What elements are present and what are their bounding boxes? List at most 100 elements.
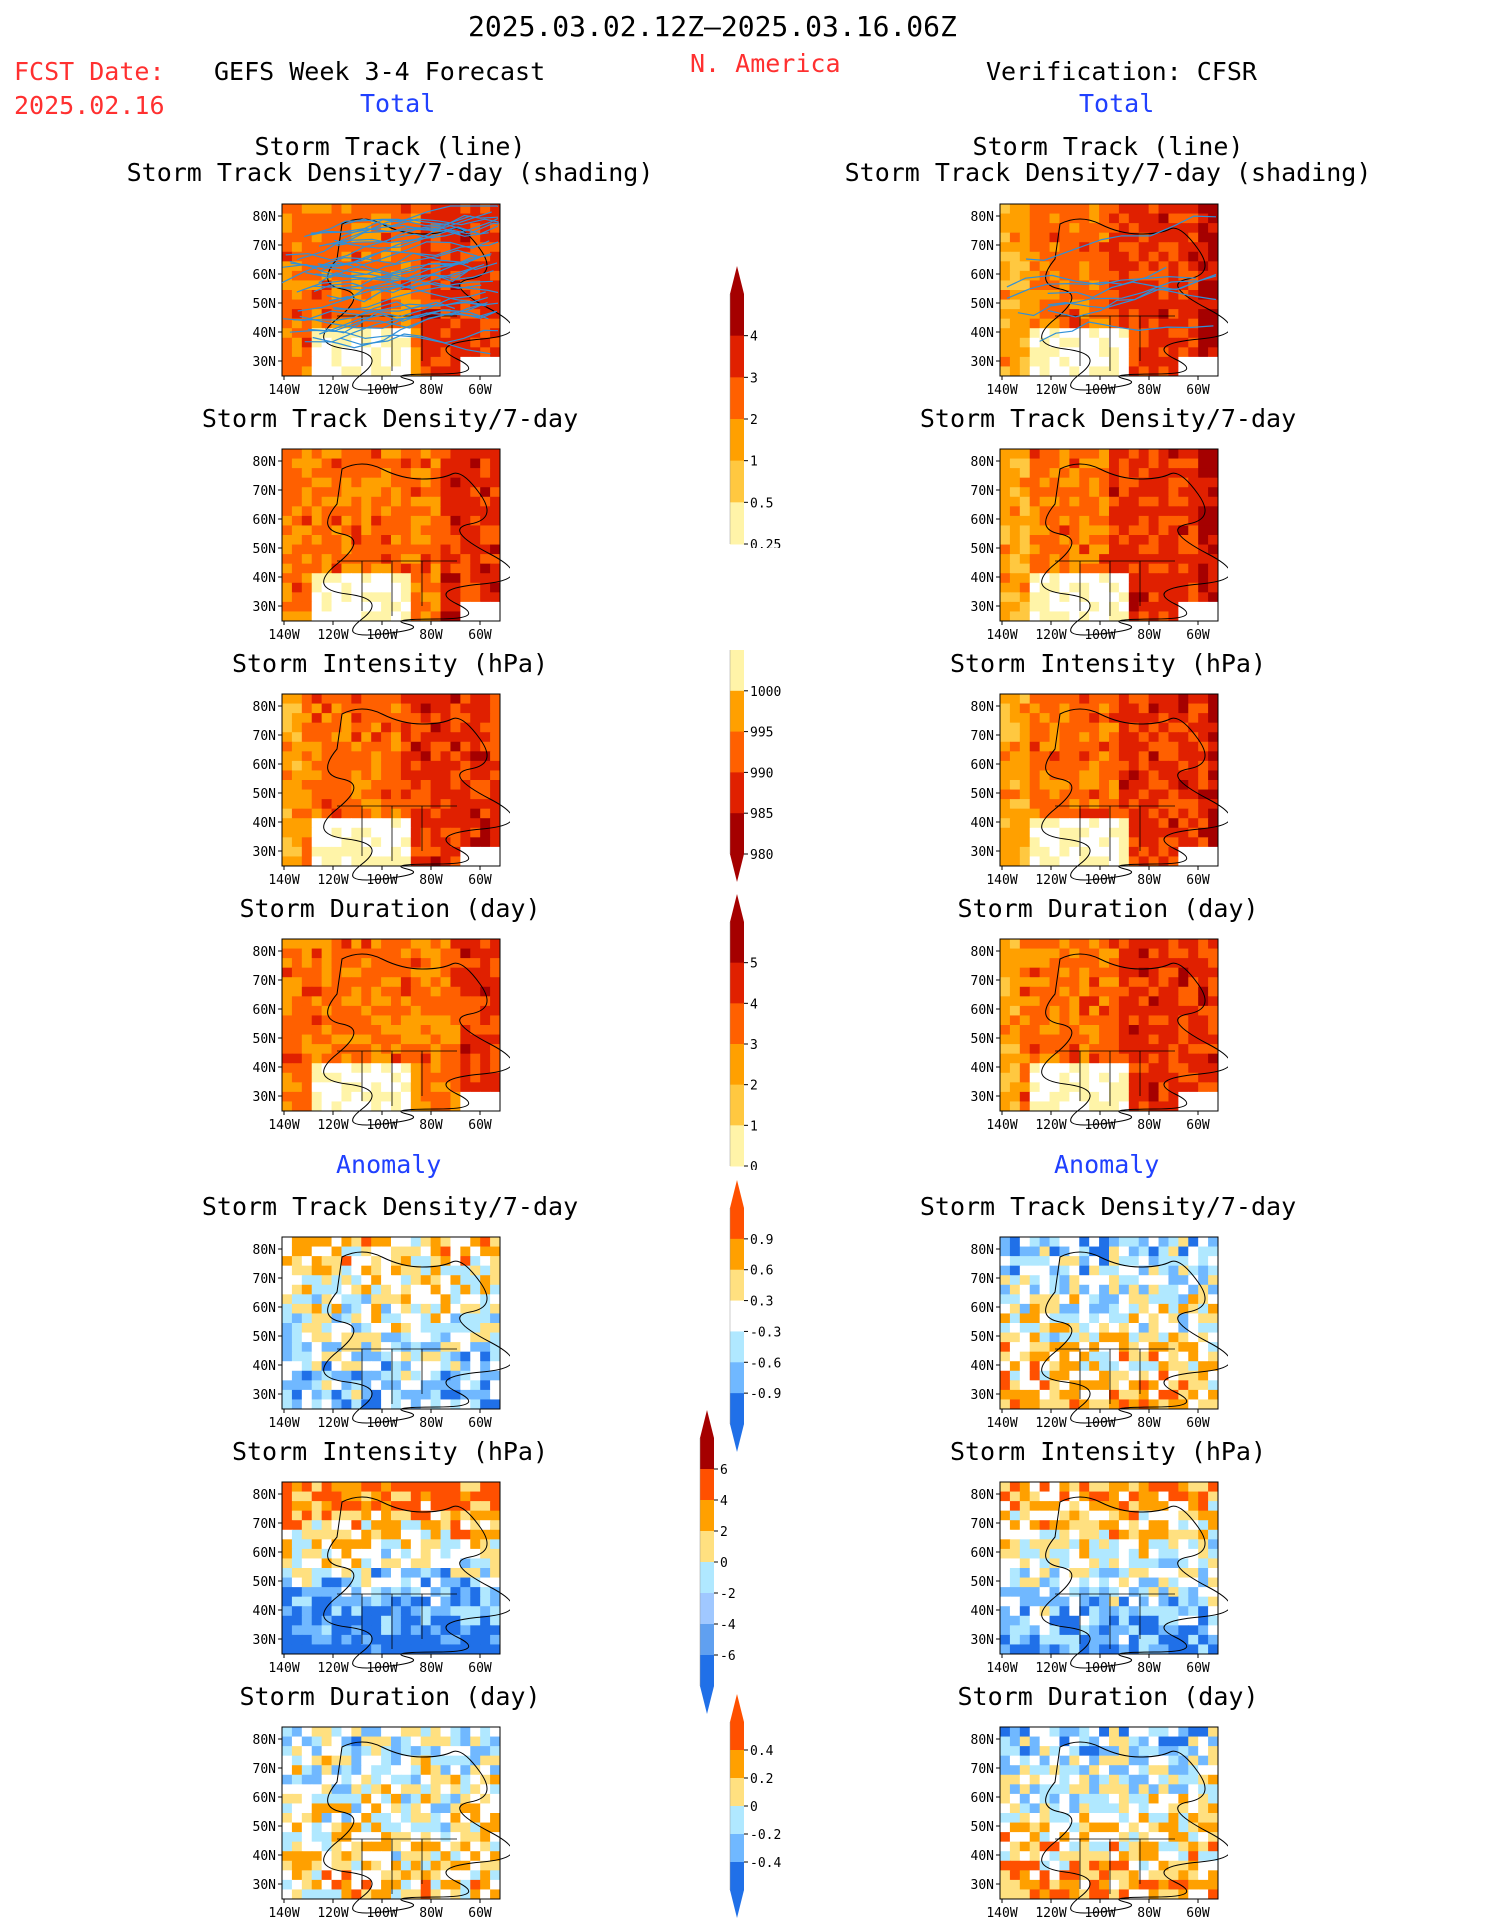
colorbar-segment (700, 1686, 714, 1714)
map-intensity-right: 80N 70N 60N 50N 40N 30N 140W 120W 100W 80W 60W (971, 693, 1228, 888)
lat-label: 80N (971, 210, 994, 225)
storm-track-line (304, 301, 488, 343)
lon-label: 120W (317, 628, 348, 643)
colorbar-segment (730, 1084, 744, 1126)
lon-label: 60W (468, 383, 492, 398)
lat-label: 70N (253, 729, 276, 744)
colorbar-segment (730, 1694, 744, 1722)
map-density-left: 80N 70N 60N 50N 40N 30N 140W 120W 100W 80W 60W (253, 448, 510, 643)
map-density-right: 80N 70N 60N 50N 40N 30N 140W 120W 100W 80W 60W (971, 448, 1228, 643)
storm-track-line (326, 226, 489, 245)
lon-label: 80W (419, 628, 443, 643)
lon-label: 60W (468, 628, 492, 643)
lat-label: 70N (971, 729, 994, 744)
lat-label: 50N (971, 297, 994, 312)
title-intensity-anom-left: Storm Intensity (hPa) (231, 1437, 549, 1466)
lat-label: 80N (253, 700, 276, 715)
lat-label: 50N (971, 1575, 994, 1590)
storm-track-line (290, 249, 478, 276)
lat-label: 40N (253, 326, 276, 341)
lat-label: 70N (971, 1762, 994, 1777)
lat-label: 70N (253, 974, 276, 989)
title-intensity-right: Storm Intensity (hPa) (949, 649, 1267, 678)
colorbar-segment (730, 1044, 744, 1086)
left-column-title: GEFS Week 3-4 Forecast (214, 57, 546, 86)
lon-label: 120W (1035, 1661, 1066, 1676)
lat-label: 30N (971, 1388, 994, 1403)
lon-label: 100W (366, 383, 397, 398)
title-density-anom-right: Storm Track Density/7-day (919, 1192, 1297, 1221)
colorbar-label: 985 (750, 807, 773, 822)
colorbar-segment (730, 1269, 744, 1302)
lon-label: 140W (268, 1118, 299, 1133)
lat-label: 80N (971, 1733, 994, 1748)
lat-label: 30N (971, 600, 994, 615)
lat-label: 40N (971, 1849, 994, 1864)
left-anomaly-label: Anomaly (336, 1150, 442, 1179)
colorbar-segment (700, 1655, 714, 1687)
colorbar-intensity-total: 1000 995 990 985 980 (729, 650, 781, 882)
storm-track-line (293, 301, 455, 321)
lat-label: 30N (253, 1878, 276, 1893)
lon-label: 100W (1084, 1416, 1115, 1431)
lat-label: 70N (971, 974, 994, 989)
lat-label: 80N (253, 945, 276, 960)
map-intensity-anom-right: 80N 70N 60N 50N 40N 30N 140W 120W 100W 80W 60W (971, 1481, 1228, 1676)
colorbar-segment (730, 1003, 744, 1045)
lat-label: 30N (253, 1090, 276, 1105)
lon-label: 80W (1137, 383, 1161, 398)
title-duration-left: Storm Duration (day) (239, 894, 541, 923)
lat-label: 70N (253, 1272, 276, 1287)
lat-label: 80N (971, 700, 994, 715)
lat-label: 50N (253, 1330, 276, 1345)
colorbar-label: -0.4 (750, 1856, 781, 1871)
lat-label: 70N (971, 1272, 994, 1287)
lon-label: 120W (1035, 1118, 1066, 1133)
colorbar-segment (730, 1424, 744, 1452)
storm-track-line (304, 215, 472, 238)
lon-label: 120W (1035, 383, 1066, 398)
colorbar-segment (730, 419, 744, 462)
storm-track-line (319, 303, 485, 335)
colorbar-label: 0 (750, 1160, 758, 1170)
lon-label: 80W (419, 1118, 443, 1133)
lat-label: 50N (253, 297, 276, 312)
colorbar-label: -0.2 (750, 1828, 781, 1843)
lat-label: 50N (253, 1575, 276, 1590)
colorbar-label: 0.2 (750, 1772, 773, 1787)
map-duration-anom-right: 80N 70N 60N 50N 40N 30N 140W 120W 100W 80W 60W (971, 1726, 1228, 1921)
lat-label: 40N (971, 571, 994, 586)
lat-label: 70N (253, 484, 276, 499)
lat-label: 50N (971, 542, 994, 557)
colorbar-label: 2 (720, 1525, 728, 1540)
lon-label: 80W (1137, 628, 1161, 643)
lon-label: 60W (468, 1661, 492, 1676)
lat-label: 40N (971, 326, 994, 341)
storm-track-line (1025, 215, 1217, 261)
colorbar-segment (700, 1562, 714, 1594)
storm-track-line (1006, 274, 1196, 288)
colorbar-label: 6 (720, 1463, 728, 1478)
lat-label: 30N (253, 1388, 276, 1403)
colorbar-label: 0.3 (750, 1295, 773, 1310)
lon-label: 60W (468, 1118, 492, 1133)
lon-label: 100W (366, 1906, 397, 1921)
lat-label: 50N (253, 787, 276, 802)
colorbar-label: -2 (720, 1587, 736, 1602)
lon-label: 140W (268, 1661, 299, 1676)
colorbar-label: 4 (750, 997, 758, 1012)
colorbar-segment (730, 502, 744, 545)
colorbar-density-anom: 0.9 0.6 0.3 -0.3 -0.6 -0.9 (729, 1180, 781, 1452)
storm-track-line (1039, 321, 1214, 342)
colorbar-label: 3 (750, 1038, 758, 1053)
lat-label: 80N (253, 455, 276, 470)
lat-label: 60N (971, 758, 994, 773)
colorbar-segment (730, 922, 744, 964)
colorbar-segment (730, 962, 744, 1004)
colorbar-density-total: 4 3 2 1 0.5 0.25 (729, 266, 781, 548)
lat-label: 80N (253, 210, 276, 225)
lon-label: 60W (1186, 873, 1210, 888)
map-track-right: 80N 70N 60N 50N 40N 30N 140W 120W 100W 80W 60W (971, 203, 1228, 398)
lat-label: 40N (971, 1061, 994, 1076)
colorbar-segment (730, 377, 744, 420)
